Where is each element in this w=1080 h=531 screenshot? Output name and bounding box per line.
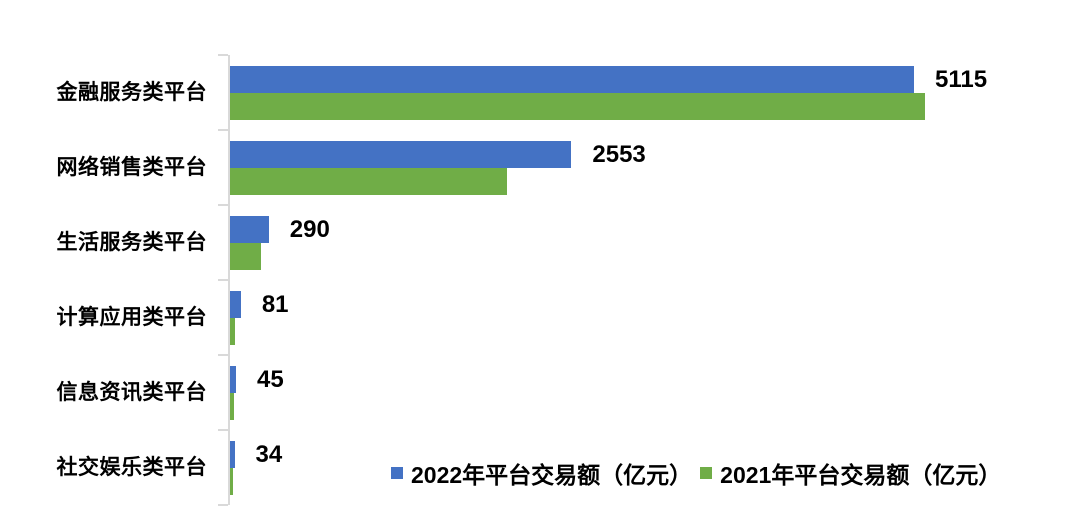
bar-2021 [230, 468, 234, 495]
bar-2022 [230, 441, 235, 468]
value-label: 5115 [935, 66, 988, 93]
category-axis-line [228, 55, 230, 505]
axis-tick [218, 129, 228, 131]
legend-label-2022: 2022年平台交易额（亿元） [411, 462, 693, 488]
axis-tick [218, 54, 228, 56]
bar-2022 [230, 291, 241, 318]
bar-2021 [230, 243, 262, 270]
category-label: 网络销售类平台 [56, 156, 207, 179]
bar-2021 [230, 168, 507, 195]
bar-2022 [230, 66, 914, 93]
bar-2022 [230, 366, 237, 393]
category-label: 金融服务类平台 [56, 81, 207, 104]
legend-swatch-2021 [700, 467, 713, 479]
bar-2022 [230, 216, 269, 243]
legend-swatch-2022 [391, 467, 403, 479]
value-label: 81 [261, 291, 289, 318]
bar-2021 [230, 318, 236, 345]
bar-2021 [230, 393, 234, 420]
value-label: 34 [255, 441, 283, 468]
axis-tick [218, 204, 228, 206]
category-label: 信息资讯类平台 [56, 381, 207, 404]
value-label: 290 [289, 216, 330, 243]
bar-2022 [230, 141, 572, 168]
category-label: 生活服务类平台 [56, 231, 207, 254]
legend: 2022年平台交易额（亿元） 2021年平台交易额（亿元） [391, 459, 1002, 488]
category-label: 计算应用类平台 [56, 306, 207, 329]
axis-tick [218, 504, 228, 506]
axis-tick [218, 354, 228, 356]
axis-tick [218, 279, 228, 281]
value-label: 45 [257, 366, 284, 393]
category-label: 社交娱乐类平台 [56, 456, 207, 479]
axis-tick [218, 429, 228, 431]
value-label: 2553 [592, 141, 646, 168]
legend-label-2021: 2021年平台交易额（亿元） [720, 462, 1002, 488]
bar-2021 [230, 93, 926, 120]
